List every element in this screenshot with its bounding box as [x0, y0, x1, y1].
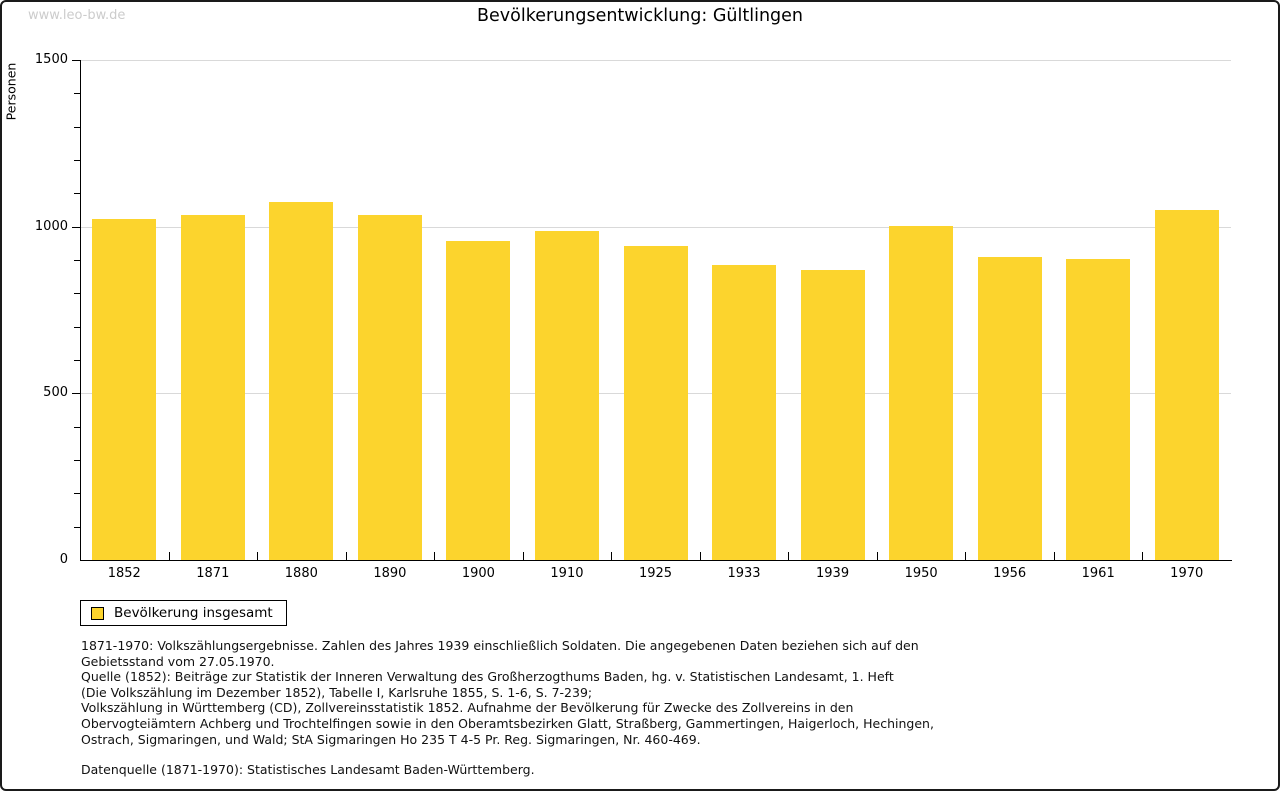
- footnote-line: Gebietsstand vom 27.05.1970.: [81, 653, 275, 669]
- bar: [800, 269, 865, 560]
- x-tick-label: 1925: [638, 566, 673, 581]
- x-tick: [611, 552, 613, 560]
- x-tick: [965, 552, 967, 560]
- y-minor-tick: [74, 526, 80, 528]
- y-minor-tick: [74, 493, 80, 495]
- footnote-line: Obervogteiämtern Achberg und Trochtelfin…: [81, 715, 934, 731]
- x-tick: [876, 552, 878, 560]
- bar: [92, 219, 157, 560]
- bar: [180, 215, 245, 560]
- bar: [446, 241, 511, 560]
- footnote-line: Quelle (1852): Beiträge zur Statistik de…: [81, 669, 894, 685]
- bar: [889, 226, 954, 560]
- y-minor-tick: [74, 93, 80, 95]
- bar: [977, 257, 1042, 560]
- x-tick-label: 1890: [373, 566, 407, 581]
- y-minor-tick: [74, 260, 80, 261]
- x-tick: [1053, 552, 1055, 560]
- y-minor-tick: [74, 126, 80, 128]
- bar: [534, 230, 599, 560]
- footnote-line: (Die Volkszählung im Dezember 1852), Tab…: [81, 684, 593, 700]
- x-tick-label: 1871: [196, 566, 230, 581]
- footnotes: 1871-1970: Volkszählungsergebnisse. Zahl…: [81, 638, 1231, 778]
- y-minor-tick: [74, 326, 80, 328]
- y-tick-label: 500: [43, 385, 68, 401]
- x-tick-label: 1961: [1081, 566, 1115, 581]
- legend-label: Bevölkerung insgesamt: [114, 605, 273, 621]
- y-tick-label: 1000: [34, 218, 68, 234]
- y-major-tick: [72, 393, 80, 395]
- y-axis-label: Personen: [3, 62, 19, 121]
- footnote-line: 1871-1970: Volkszählungsergebnisse. Zahl…: [81, 638, 919, 653]
- y-minor-tick: [74, 293, 80, 295]
- x-tick-label: 1950: [904, 566, 938, 581]
- x-tick: [522, 552, 524, 560]
- x-tick: [1142, 552, 1144, 560]
- footnote-datasource: Datenquelle (1871-1970): Statistisches L…: [81, 762, 535, 778]
- footnote-line: Volkszählung in Württemberg (CD), Zollve…: [81, 700, 854, 716]
- y-minor-tick: [74, 193, 80, 195]
- x-tick-label: 1900: [461, 566, 495, 581]
- legend-swatch: [91, 606, 104, 620]
- y-minor-tick: [74, 460, 80, 461]
- bar: [1154, 210, 1219, 560]
- x-tick: [434, 552, 436, 560]
- x-tick-label: 1852: [107, 566, 141, 581]
- x-tick: [257, 552, 259, 560]
- gridline: [81, 60, 1231, 61]
- x-tick-label: 1939: [816, 566, 850, 581]
- plot-area: 0 500 1000 1500 1852 1871 1880 1890 1900 1910 1925…: [35, 53, 1232, 581]
- y-major-tick: [72, 226, 80, 228]
- y-tick-label: 1500: [34, 52, 68, 67]
- bar: [712, 265, 777, 560]
- bar: [357, 215, 422, 560]
- x-tick-label: 1956: [993, 566, 1027, 581]
- watermark: www.leo-bw.de: [28, 8, 126, 23]
- y-minor-tick: [74, 160, 80, 161]
- footnote-line: Ostrach, Sigmaringen, und Wald; StA Sigm…: [81, 731, 701, 747]
- legend: Bevölkerung insgesamt: [80, 600, 287, 626]
- x-tick-label: 1970: [1170, 566, 1204, 581]
- bar: [623, 246, 688, 560]
- x-tick-label: 1910: [550, 566, 584, 581]
- x-tick: [168, 552, 170, 560]
- y-tick-label: 0: [59, 552, 68, 567]
- x-axis-line: [80, 560, 1232, 561]
- chart-title: Bevölkerungsentwicklung: Gültlingen: [477, 6, 803, 26]
- x-tick: [699, 552, 701, 560]
- y-minor-tick: [74, 426, 80, 428]
- x-tick-label: 1880: [284, 566, 318, 581]
- x-tick-label: 1933: [727, 566, 761, 581]
- y-minor-tick: [74, 360, 80, 361]
- bar: [269, 202, 334, 560]
- gridline: [81, 226, 1231, 228]
- x-tick: [345, 552, 347, 560]
- x-tick: [788, 552, 790, 560]
- bar: [1066, 259, 1131, 560]
- y-axis-line: [80, 60, 81, 561]
- y-major-tick: [72, 60, 80, 61]
